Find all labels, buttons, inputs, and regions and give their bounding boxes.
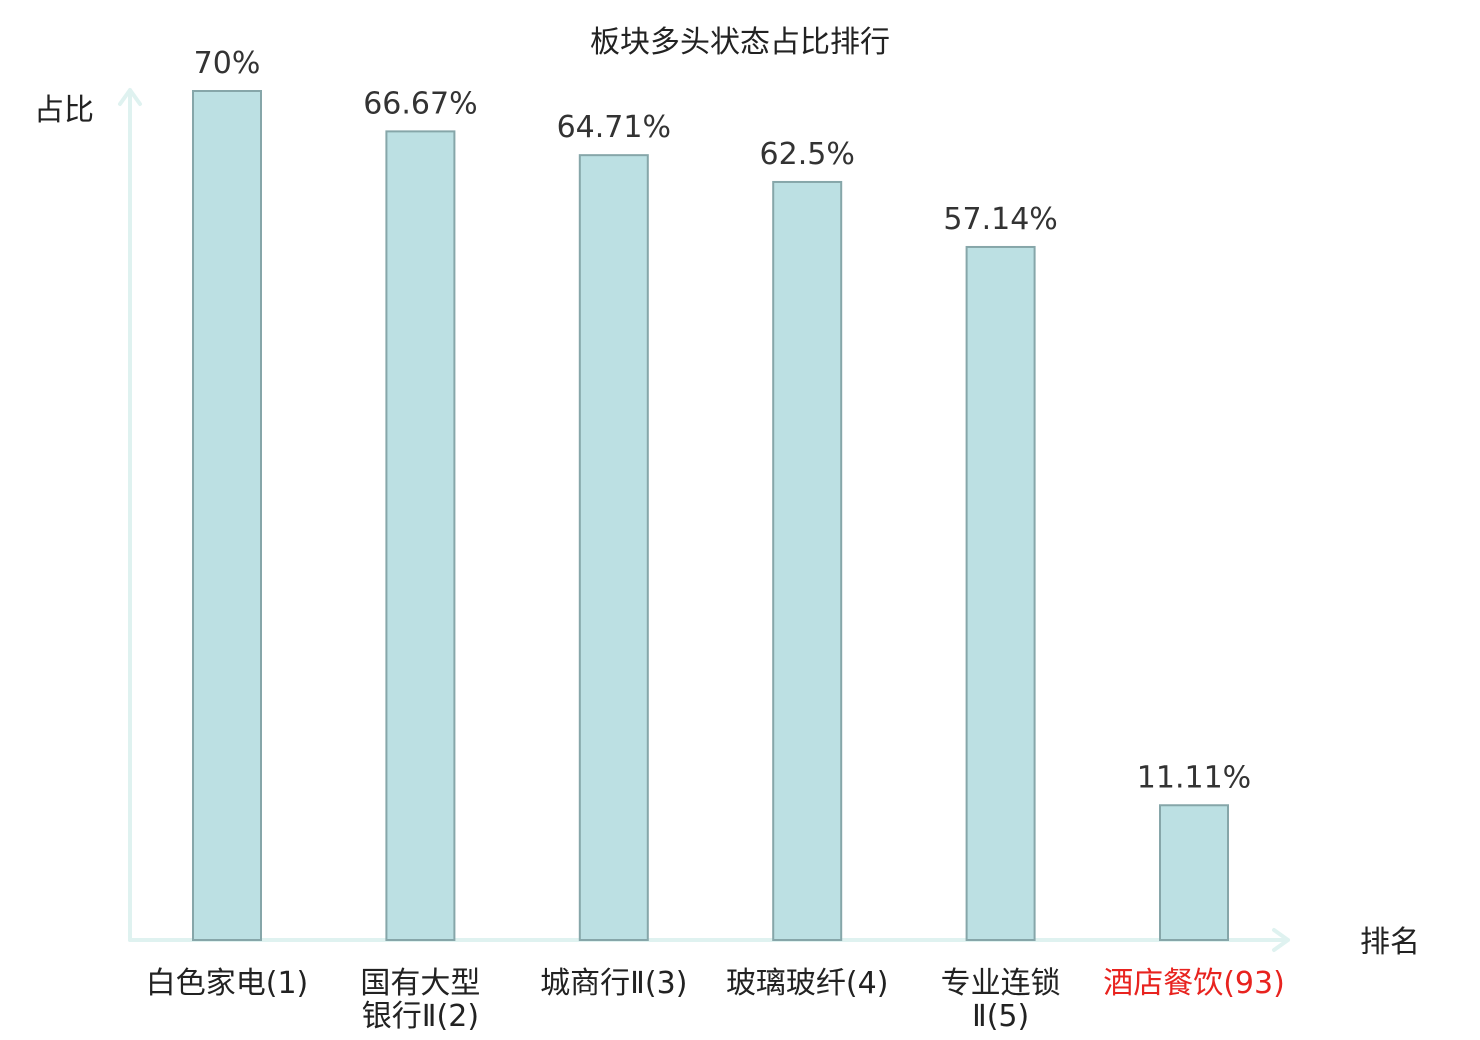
- x-axis-line: [128, 928, 1290, 952]
- bar-3: [772, 180, 843, 941]
- y-axis-label: 占比: [34, 93, 94, 128]
- y-axis-line: [118, 88, 142, 942]
- category-label-4-line-1: Ⅱ(5): [972, 999, 1029, 1034]
- category-label-4-line-0: 专业连锁: [941, 966, 1061, 1001]
- bar-2: [578, 154, 649, 941]
- bar-4: [965, 245, 1036, 941]
- category-label-1-line-1: 银行Ⅱ(2): [362, 999, 479, 1034]
- bars-group: [192, 90, 1229, 942]
- value-labels-group: 70% 66.67% 64.71% 62.5% 57.14% 11.11%: [194, 46, 1252, 795]
- category-label-3: 玻璃玻纤(4): [726, 966, 889, 1001]
- category-label-5: 酒店餐饮(93): [1103, 966, 1285, 1001]
- value-label-3: 62.5%: [760, 137, 855, 172]
- category-label-0: 白色家电(1): [146, 966, 309, 1001]
- category-label-2: 城商行Ⅱ(3): [540, 966, 687, 1001]
- bar-5: [1159, 804, 1229, 942]
- value-label-0: 70%: [194, 46, 261, 81]
- value-label-1: 66.67%: [363, 86, 477, 121]
- bar-1: [385, 130, 456, 942]
- axes: [118, 88, 1290, 952]
- category-label-1-line-0: 国有大型: [360, 966, 480, 1001]
- value-label-5: 11.11%: [1137, 760, 1251, 795]
- bar-0: [192, 90, 262, 941]
- x-axis-label: 排名: [1360, 925, 1420, 960]
- value-label-2: 64.71%: [557, 110, 671, 145]
- value-label-4: 57.14%: [943, 202, 1057, 237]
- chart-title: 板块多头状态占比排行: [590, 25, 890, 60]
